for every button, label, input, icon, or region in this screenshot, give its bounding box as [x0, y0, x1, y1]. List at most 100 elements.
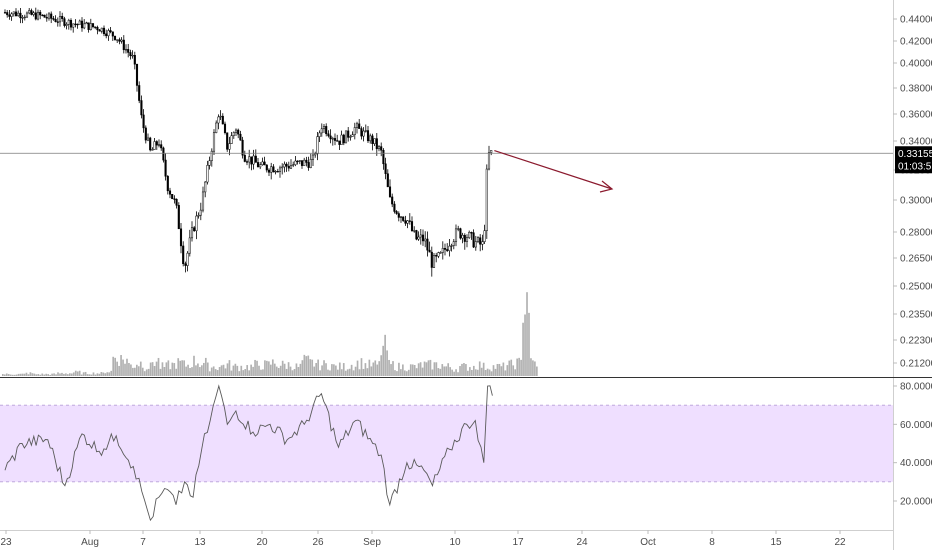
candle	[230, 132, 233, 144]
candle-body	[65, 24, 68, 26]
time-tick-label: 24	[576, 537, 588, 548]
volume-bar	[514, 369, 517, 376]
volume-bar	[163, 367, 166, 376]
candle	[124, 44, 128, 54]
candle-body	[443, 248, 447, 250]
volume-bar	[360, 358, 363, 376]
volume-bar	[307, 355, 310, 376]
candle-body	[435, 255, 438, 257]
candle-body	[388, 186, 392, 198]
volume-bar	[463, 363, 465, 376]
candle	[452, 238, 455, 250]
candle-body	[100, 27, 103, 32]
candle-body	[166, 176, 169, 192]
time-tick-label: Oct	[640, 537, 656, 548]
volume-bar	[189, 368, 191, 376]
volume-bar	[47, 374, 49, 376]
candle	[373, 138, 376, 146]
volume-bar	[63, 373, 65, 376]
candle	[296, 160, 299, 165]
candle-body	[439, 252, 442, 254]
volume-bar	[396, 371, 398, 376]
time-tick-label: 10	[449, 537, 461, 548]
candle	[305, 156, 308, 167]
candle	[485, 164, 488, 239]
candle	[415, 229, 418, 241]
candle	[226, 132, 229, 152]
volume-bar	[195, 365, 197, 376]
volume-bar	[319, 370, 321, 376]
candle-body	[201, 191, 205, 211]
volume-bar	[254, 359, 256, 376]
candle-body	[10, 13, 13, 17]
candle-body	[179, 228, 183, 247]
volume-bar	[340, 369, 343, 376]
candle	[443, 243, 447, 256]
candle-body	[250, 156, 253, 165]
candle	[454, 224, 458, 247]
volume-bar	[331, 364, 333, 376]
candle	[476, 236, 480, 244]
candle	[483, 224, 486, 245]
candle	[190, 221, 194, 242]
candle-body	[50, 13, 53, 19]
candle-body	[430, 251, 433, 268]
candle	[116, 39, 119, 43]
volume-bar	[370, 366, 373, 376]
candle	[432, 252, 436, 269]
candle-body	[366, 130, 370, 142]
candle-body	[292, 164, 295, 166]
volume-bar	[159, 368, 162, 376]
volume-bar	[496, 363, 499, 376]
candle-body	[490, 150, 493, 153]
candle-body	[252, 155, 255, 165]
volume-bar	[443, 366, 446, 376]
volume-bar	[346, 369, 349, 376]
volume-bar	[153, 366, 156, 376]
volume-layer	[2, 292, 538, 376]
volume-bar	[167, 360, 170, 376]
candle	[107, 28, 110, 41]
candle-body	[109, 30, 112, 33]
volume-bar	[183, 360, 185, 376]
volume-bar	[210, 367, 213, 376]
candle	[276, 168, 279, 173]
volume-bar	[204, 357, 207, 376]
candle	[459, 227, 462, 240]
candle-body	[122, 39, 125, 51]
volume-bar	[467, 370, 469, 376]
volume-bar	[417, 363, 420, 376]
candle	[388, 179, 392, 198]
candle	[465, 234, 469, 248]
time-tick-label: 7	[140, 537, 146, 548]
arrow-annotation[interactable]	[494, 150, 614, 193]
candle-body	[380, 146, 383, 151]
volume-bar	[333, 364, 335, 376]
candle	[358, 119, 361, 129]
candle-body	[61, 16, 64, 19]
candle	[309, 153, 312, 169]
candle	[217, 114, 220, 130]
candle	[292, 161, 295, 168]
candle-body	[386, 173, 389, 188]
candle	[186, 251, 189, 272]
volume-bar	[510, 359, 513, 376]
candle	[188, 229, 191, 257]
candle-body	[72, 23, 75, 28]
candle-body	[351, 134, 354, 137]
candle-body	[294, 160, 297, 165]
candle	[254, 149, 257, 163]
candle-body	[329, 135, 332, 140]
candle-body	[432, 255, 436, 268]
volume-bar	[433, 362, 436, 376]
candle	[83, 19, 86, 30]
candle-body	[261, 161, 264, 165]
current-price-countdown: 01:03:51	[898, 161, 932, 172]
candle-body	[56, 21, 59, 23]
rsi-line	[4, 384, 493, 522]
candle-body	[267, 169, 271, 173]
